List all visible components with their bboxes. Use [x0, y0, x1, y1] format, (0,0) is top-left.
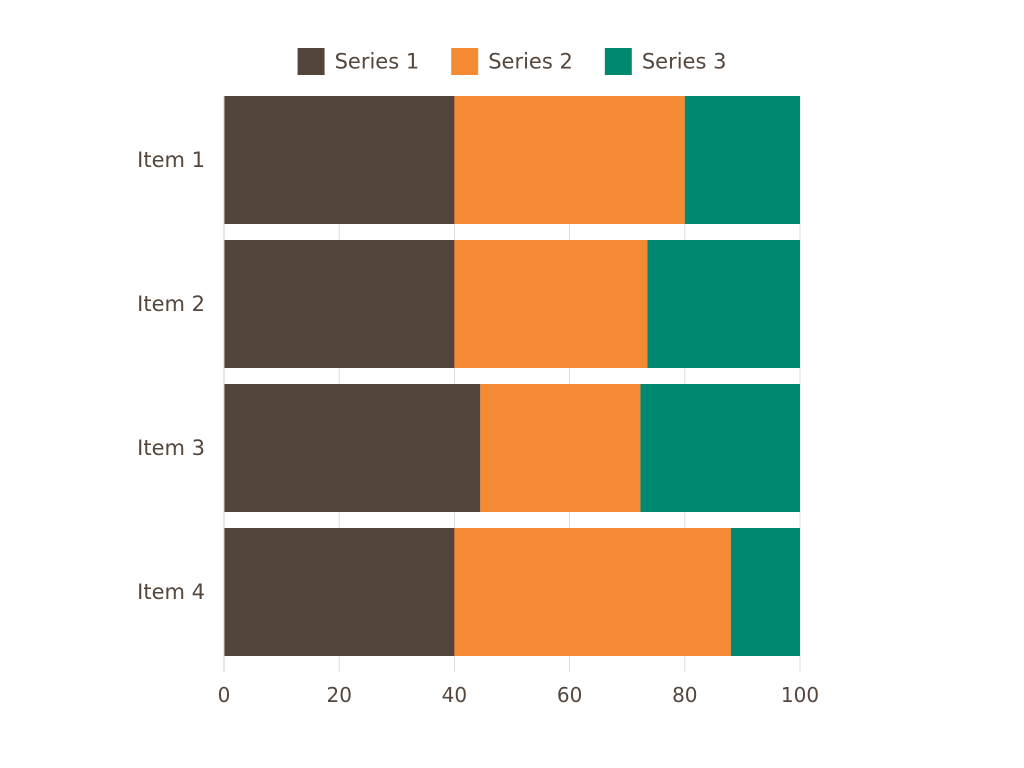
x-tick-label: 100 [781, 683, 819, 707]
category-label: Item 2 [137, 292, 205, 316]
axes: Item 1 Item 2 Item 3 Item 4 0 20 40 60 80 100 [137, 96, 819, 707]
category-label: Item 1 [137, 148, 205, 172]
bar-segment [224, 240, 455, 368]
bar-segment [684, 96, 800, 224]
legend-swatch [297, 48, 325, 75]
bar-segment [647, 240, 800, 368]
bar-segment [224, 528, 455, 656]
bar-segment [640, 384, 800, 512]
x-tick-label: 20 [326, 683, 351, 707]
x-tick-label: 60 [557, 683, 582, 707]
x-tick-label: 40 [442, 683, 467, 707]
bar-segment [224, 96, 455, 224]
legend-swatch [451, 48, 479, 75]
bar-segment [480, 384, 641, 512]
bar-segment [454, 528, 731, 656]
legend: Series 1 Series 2 Series 3 [297, 48, 727, 75]
bar-segment [730, 528, 800, 656]
category-label: Item 3 [137, 436, 205, 460]
bars [224, 96, 800, 656]
bar-segment [224, 384, 481, 512]
x-tick-label: 80 [672, 683, 697, 707]
legend-label: Series 2 [488, 50, 573, 74]
legend-swatch [604, 48, 632, 75]
legend-label: Series 3 [642, 50, 727, 74]
category-label: Item 4 [137, 580, 205, 604]
bar-segment [454, 96, 685, 224]
x-tick-label: 0 [218, 683, 231, 707]
bar-segment [454, 240, 648, 368]
legend-label: Series 1 [335, 50, 420, 74]
